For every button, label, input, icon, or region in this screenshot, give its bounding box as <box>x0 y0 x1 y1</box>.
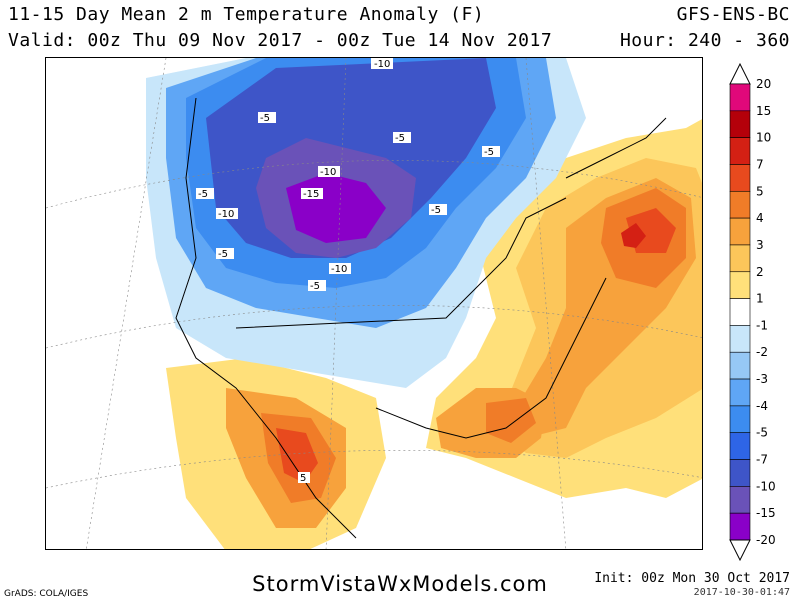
mexico-warm-plus5 <box>276 428 318 483</box>
grads-credit: GrADS: COLA/IGES <box>4 589 89 599</box>
legend-label: -7 <box>756 453 768 467</box>
contour-label: -5 <box>310 281 320 292</box>
legend-label: 2 <box>756 265 764 279</box>
color-legend: 20 15 10 7 5 4 3 2 1 -1 -2 -3 -4 -5 -7 -10 -15 -20 <box>725 62 785 562</box>
legend-swatch <box>729 190 751 219</box>
contour-label: -5 <box>198 189 208 200</box>
legend-swatch <box>729 217 751 246</box>
legend-swatch <box>729 244 751 273</box>
legend-label: -2 <box>756 345 768 359</box>
contour-label: -5 <box>431 205 441 216</box>
contour-label: -15 <box>303 189 319 200</box>
legend-swatch <box>729 83 751 112</box>
legend-swatch <box>729 378 751 407</box>
legend-swatch <box>729 164 751 192</box>
legend-label: -4 <box>756 399 768 413</box>
legend-swatch <box>729 325 751 353</box>
legend-label: -10 <box>756 479 776 493</box>
legend-swatch <box>729 110 751 138</box>
legend-label: 15 <box>756 104 771 118</box>
contour-label: -10 <box>320 167 336 178</box>
legend-swatch <box>729 271 751 299</box>
contour-label: 5 <box>300 473 306 484</box>
legend-label: 7 <box>756 157 764 171</box>
legend-arrow-top <box>729 62 751 85</box>
legend-swatch <box>729 298 751 326</box>
contour-label: -5 <box>260 113 270 124</box>
contour-label: -10 <box>218 209 234 220</box>
legend-label: 3 <box>756 238 764 252</box>
contour-label: -5 <box>395 133 405 144</box>
forecast-hour-range: Hour: 240 - 360 <box>619 30 790 51</box>
legend-label: -3 <box>756 372 768 386</box>
site-name: StormVistaWxModels.com <box>252 572 548 596</box>
graticule <box>46 58 702 549</box>
color-legend-svg: 20 15 10 7 5 4 3 2 1 -1 -2 -3 -4 -5 -7 -10 -15 -20 <box>729 62 776 562</box>
legend-label: -5 <box>756 426 768 440</box>
contour-label: -5 <box>218 249 228 260</box>
generation-timestamp: 2017-10-30-01:47 <box>693 587 790 598</box>
legend-label: 20 <box>756 77 771 91</box>
legend-swatch <box>729 459 751 487</box>
init-time: Init: 00z Mon 30 Oct 2017 <box>594 571 790 586</box>
map-title: 11-15 Day Mean 2 m Temperature Anomaly (… <box>8 4 485 25</box>
contour-label: -10 <box>331 264 347 275</box>
legend-swatch <box>729 137 751 165</box>
map-svg: -10 -5 -5 -5 -5 -10 -15 -10 -5 -5 -10 -5… <box>46 58 702 549</box>
valid-period: Valid: 00z Thu 09 Nov 2017 - 00z Tue 14 … <box>8 30 553 51</box>
contour-labels: -10 -5 -5 -5 -5 -10 -15 -10 -5 -5 -10 -5… <box>196 58 500 484</box>
model-name: GFS-ENS-BC <box>676 4 790 25</box>
legend-label: 5 <box>756 184 764 198</box>
legend-arrow-bottom <box>729 539 751 562</box>
anomaly-map: -10 -5 -5 -5 -5 -10 -15 -10 -5 -5 -10 -5… <box>45 57 703 550</box>
legend-label: -20 <box>756 533 776 547</box>
legend-label: -1 <box>756 318 768 332</box>
legend-label: -15 <box>756 506 776 520</box>
legend-swatch <box>729 512 751 541</box>
legend-swatch <box>729 351 751 380</box>
contour-label: -5 <box>484 147 494 158</box>
legend-label: 4 <box>756 211 764 225</box>
legend-label: 1 <box>756 292 764 306</box>
legend-label: 10 <box>756 131 771 145</box>
southeast-warm-core <box>486 398 536 443</box>
legend-swatch <box>729 486 751 514</box>
legend-swatch <box>729 405 751 434</box>
legend-swatch <box>729 432 751 460</box>
warm-plus7-core <box>621 223 646 248</box>
contour-label: -10 <box>374 59 390 70</box>
